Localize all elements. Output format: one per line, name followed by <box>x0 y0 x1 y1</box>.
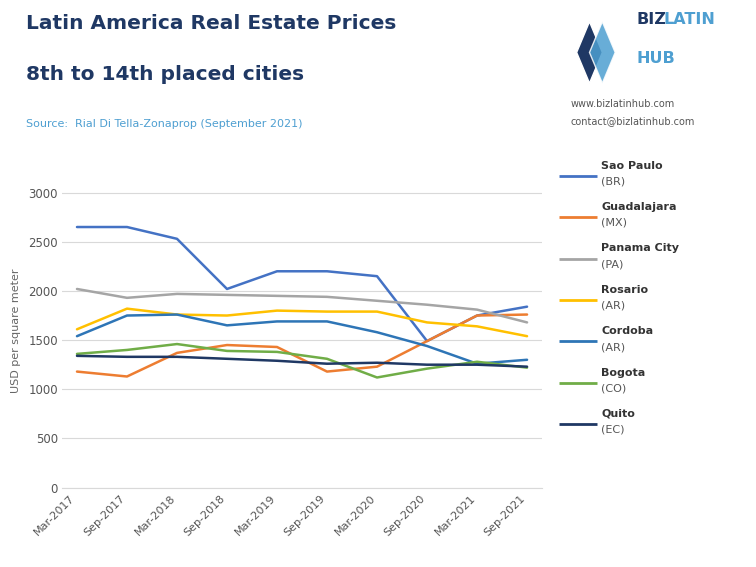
Text: (PA): (PA) <box>601 259 624 269</box>
Text: Panama City: Panama City <box>601 243 679 253</box>
Y-axis label: USD per square meter: USD per square meter <box>11 268 21 392</box>
Text: BIZ: BIZ <box>637 12 667 27</box>
Text: (CO): (CO) <box>601 383 626 393</box>
Polygon shape <box>590 22 615 83</box>
Text: Bogota: Bogota <box>601 367 646 378</box>
Text: Latin America Real Estate Prices: Latin America Real Estate Prices <box>26 14 397 33</box>
Text: (AR): (AR) <box>601 301 625 311</box>
Text: Quito: Quito <box>601 409 635 419</box>
Text: Guadalajara: Guadalajara <box>601 202 677 212</box>
Text: (AR): (AR) <box>601 342 625 352</box>
Text: www.bizlatinhub.com: www.bizlatinhub.com <box>571 99 675 109</box>
Text: contact@bizlatinhub.com: contact@bizlatinhub.com <box>571 116 696 126</box>
Text: HUB: HUB <box>637 51 675 66</box>
Text: (BR): (BR) <box>601 176 625 187</box>
Text: 8th to 14th placed cities: 8th to 14th placed cities <box>26 65 305 84</box>
Text: (MX): (MX) <box>601 218 627 228</box>
Text: Rosario: Rosario <box>601 285 648 295</box>
Polygon shape <box>577 22 603 83</box>
Text: Sao Paulo: Sao Paulo <box>601 160 663 171</box>
Text: (EC): (EC) <box>601 425 624 435</box>
Text: Cordoba: Cordoba <box>601 326 653 336</box>
Text: LATIN: LATIN <box>664 12 716 27</box>
Text: Source:  Rial Di Tella-Zonaprop (September 2021): Source: Rial Di Tella-Zonaprop (Septembe… <box>26 119 303 129</box>
